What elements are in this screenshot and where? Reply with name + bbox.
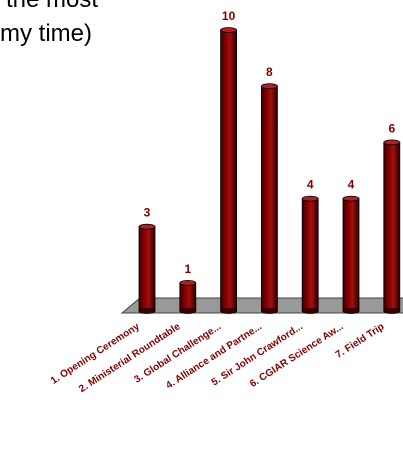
bar-bottom-cap-4 xyxy=(260,308,278,314)
value-label-3: 10 xyxy=(222,9,236,23)
bar-bottom-cap-5 xyxy=(301,308,319,314)
bar-top-cap-1 xyxy=(138,223,156,230)
bar-top-cap-3 xyxy=(220,27,238,33)
bar-body-5 xyxy=(301,198,319,312)
bar-bottom-cap-2 xyxy=(179,308,197,314)
bar-body-2 xyxy=(179,282,197,312)
value-label-4: 8 xyxy=(266,65,273,79)
bar-bottom-cap-1 xyxy=(138,308,156,314)
bar-top-cap-7 xyxy=(383,139,401,146)
value-label-1: 3 xyxy=(144,206,151,220)
bar-body-6 xyxy=(342,198,360,312)
bar-3 xyxy=(220,27,238,314)
value-label-6: 4 xyxy=(348,178,355,192)
bar-top-cap-6 xyxy=(342,195,360,202)
bar-body-3 xyxy=(220,29,238,312)
bar-top-cap-4 xyxy=(260,83,278,90)
bar-top-cap-2 xyxy=(179,279,197,286)
bar-bottom-cap-3 xyxy=(220,308,238,314)
bar-bottom-cap-7 xyxy=(383,308,401,314)
bar-body-4 xyxy=(260,85,278,312)
bar-5 xyxy=(301,195,319,314)
bar-bottom-cap-6 xyxy=(342,308,360,314)
value-labels: 3 1 10 8 4 4 6 xyxy=(144,9,396,276)
bars-layer xyxy=(138,27,401,314)
bar-4 xyxy=(260,83,278,314)
value-label-2: 1 xyxy=(184,262,191,276)
bar-7 xyxy=(383,139,401,314)
bar-1 xyxy=(138,223,156,314)
bar-top-cap-5 xyxy=(301,195,319,202)
chart-title-line-1: the most xyxy=(6,0,98,12)
bar-6 xyxy=(342,195,360,314)
chart-title-line-2: my time) xyxy=(0,20,92,47)
bar-body-1 xyxy=(138,226,156,312)
bar-2 xyxy=(179,279,197,314)
value-label-5: 4 xyxy=(307,178,314,192)
bar-body-7 xyxy=(383,141,401,312)
value-label-7: 6 xyxy=(388,121,395,135)
